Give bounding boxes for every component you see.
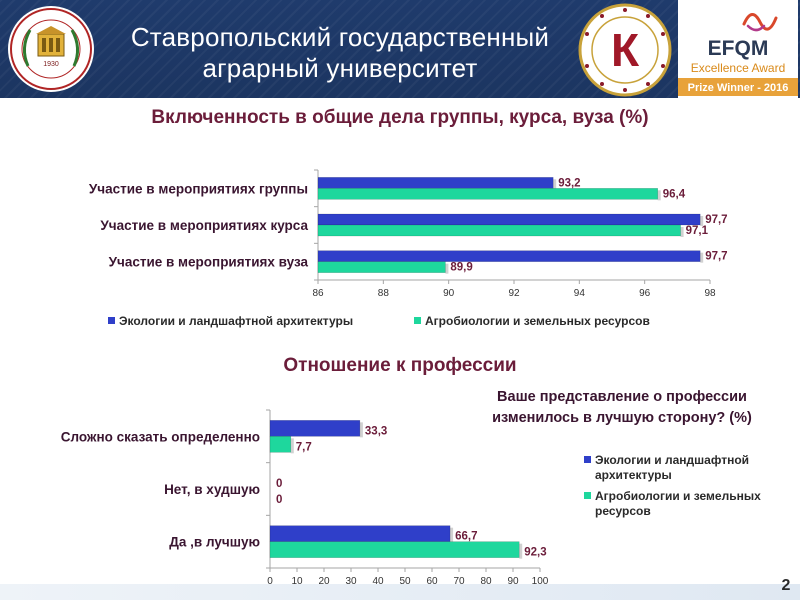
data-label: 33,3 <box>365 425 387 437</box>
chart2-title: Отношение к профессии <box>283 355 517 376</box>
data-label: 97,1 <box>686 225 709 237</box>
university-title-line1: Ставропольский государственный <box>130 22 550 52</box>
x-tick-label: 88 <box>378 288 390 299</box>
x-tick-label: 80 <box>480 576 492 587</box>
x-tick-label: 70 <box>453 576 465 587</box>
quality-prize-seal-icon: К <box>578 3 672 97</box>
x-tick-label: 94 <box>574 288 586 299</box>
page-number: 2 <box>781 577 791 594</box>
chart1-engagement: 86 88 90 92 94 96 98 Участие в мероприятиях гру… <box>89 169 728 328</box>
category-label: Нет, в худшую <box>164 482 260 497</box>
legend-swatch <box>414 317 421 324</box>
bar-series2 <box>269 541 520 558</box>
legend-entry-line2: архитектуры <box>595 468 672 482</box>
bar-shadow <box>700 252 704 263</box>
x-tick-label: 10 <box>291 576 303 587</box>
x-tick-label: 98 <box>704 288 716 299</box>
bar-shadow <box>290 438 294 454</box>
footer-strip <box>0 584 800 600</box>
bar-shadow <box>553 179 557 190</box>
category-label: Да ,в лучшую <box>169 535 260 550</box>
chart2-question: Ваше представление о профессии изменилос… <box>452 387 792 429</box>
bar-shadow <box>680 227 684 237</box>
bar-series1 <box>317 250 701 262</box>
category-label: Участие в мероприятиях группы <box>89 181 308 196</box>
data-label: 66,7 <box>455 531 477 543</box>
bar-shadow <box>359 422 363 438</box>
legend-entry: Агробиологии и земельных ресурсов <box>425 314 650 328</box>
x-tick-label: 40 <box>372 576 384 587</box>
bar-series2 <box>317 188 658 200</box>
seal-letter: К <box>611 24 640 76</box>
legend-swatch <box>584 456 591 463</box>
bar-shadow <box>700 216 704 226</box>
legend-entry: Экологии и ландшафтной <box>595 453 749 467</box>
chart2-question-line1: Ваше представление о профессии <box>497 389 747 405</box>
bar-series1 <box>317 177 554 189</box>
chart1-title: Включенность в общие дела группы, курса,… <box>151 107 649 128</box>
category-label: Участие в мероприятиях курса <box>100 218 308 233</box>
x-tick-label: 90 <box>443 288 455 299</box>
chart1-bars <box>317 177 704 274</box>
chart2-axes: 0 10 20 30 40 50 60 70 80 90 100 Сложно сказать опр… <box>61 409 549 587</box>
bar-series2 <box>317 224 681 237</box>
data-label: 96,4 <box>663 188 686 200</box>
legend-entry: Агробиологии и земельных <box>595 489 761 503</box>
bar-series2 <box>317 261 446 273</box>
legend-entry-line2: ресурсов <box>595 504 651 518</box>
chart1-legend: Экологии и ландшафтной архитектуры Агроби… <box>108 314 650 328</box>
university-emblem-icon: 1930 <box>8 6 94 92</box>
efqm-prize-text: Prize Winner - 2016 <box>688 82 789 94</box>
bar-shadow <box>450 527 454 543</box>
efqm-award-text: Excellence Award <box>691 61 786 75</box>
data-label: 93,2 <box>558 177 580 189</box>
x-tick-label: 86 <box>312 288 324 299</box>
chart1-labels: 93,296,497,797,197,789,9 <box>450 177 727 273</box>
data-label: 97,7 <box>705 214 727 226</box>
chart2-profession-attitude: 0 10 20 30 40 50 60 70 80 90 100 Сложно сказать опр… <box>61 409 761 587</box>
data-label: 0 <box>276 478 282 490</box>
emblem-year: 1930 <box>43 61 59 68</box>
bar-series2 <box>269 436 292 453</box>
legend-entry: Экологии и ландшафтной архитектуры <box>119 314 353 328</box>
data-label: 97,7 <box>705 251 727 263</box>
chart2-bars <box>269 420 523 559</box>
x-tick-label: 60 <box>426 576 438 587</box>
category-label: Участие в мероприятиях вуза <box>109 255 309 270</box>
x-tick-label: 96 <box>639 288 651 299</box>
university-title: Ставропольский государственный аграрный … <box>110 22 570 84</box>
data-label: 89,9 <box>450 262 472 274</box>
x-tick-label: 20 <box>318 576 330 587</box>
efqm-logo-icon: EFQM Excellence Award Prize Winner - 201… <box>678 13 798 96</box>
chart2-labels: 33,3 7,7 0 0 66,7 92,3 <box>276 425 547 558</box>
data-label: 7,7 <box>296 441 312 453</box>
bar-shadow <box>519 543 523 559</box>
bar-series1 <box>269 525 451 542</box>
data-label: 92,3 <box>524 547 546 559</box>
bar-shadow <box>657 190 661 201</box>
efqm-brand: EFQM <box>708 37 769 60</box>
data-label: 0 <box>276 494 282 506</box>
header-banner: 1930 Ставропольский государственный агра… <box>0 0 800 98</box>
x-tick-label: 92 <box>508 288 520 299</box>
efqm-award-badge: EFQM Excellence Award Prize Winner - 201… <box>678 0 798 98</box>
x-tick-label: 30 <box>345 576 357 587</box>
chart2-question-line2: изменилось в лучшую сторону? (%) <box>492 410 752 426</box>
bar-series1 <box>269 420 361 437</box>
legend-swatch <box>584 492 591 499</box>
x-tick-label: 90 <box>507 576 519 587</box>
legend-swatch <box>108 317 115 324</box>
category-label: Сложно сказать определенно <box>61 429 260 444</box>
university-title-line2: аграрный университет <box>202 53 478 83</box>
bar-series1 <box>317 213 701 226</box>
x-tick-label: 100 <box>532 576 549 587</box>
x-tick-label: 0 <box>267 576 273 587</box>
x-tick-label: 50 <box>399 576 411 587</box>
bar-shadow <box>445 263 449 274</box>
